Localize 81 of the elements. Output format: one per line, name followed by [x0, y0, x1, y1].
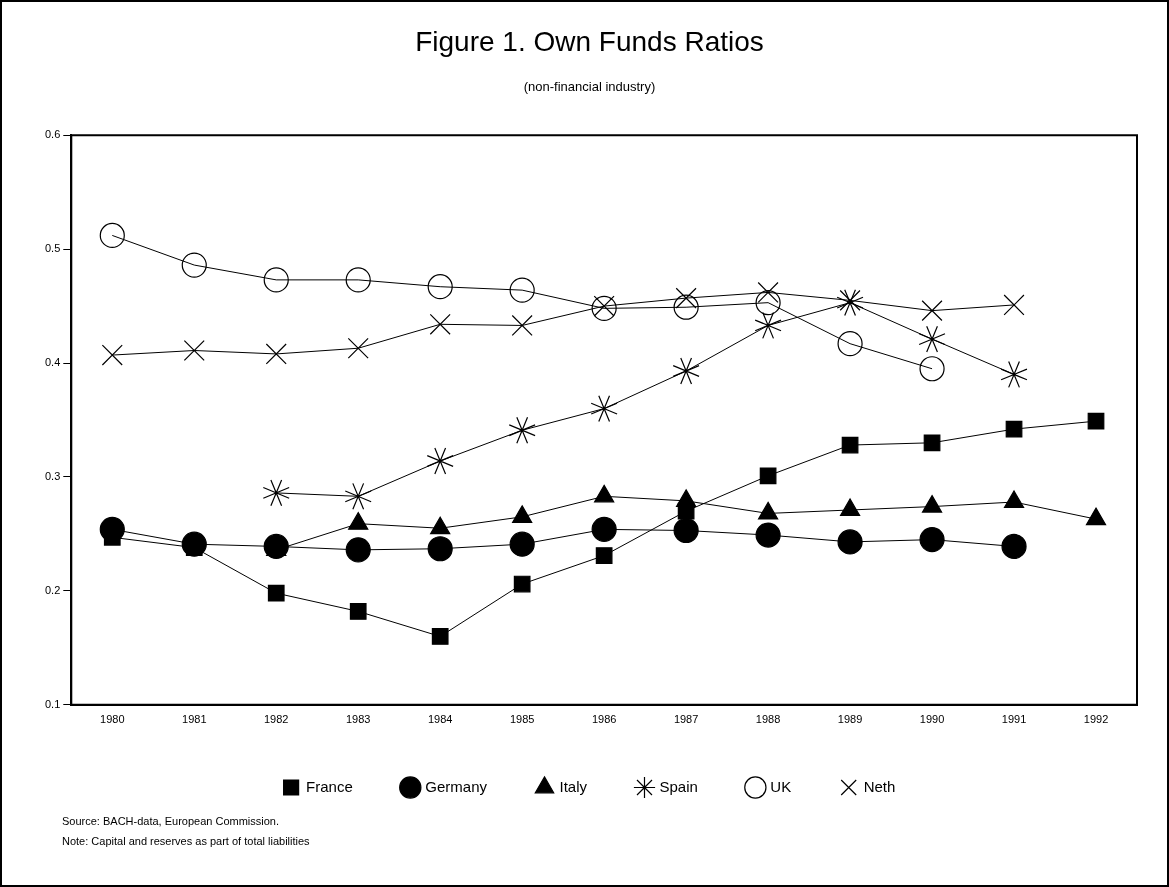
- point: [675, 287, 697, 309]
- point: [509, 531, 535, 557]
- point: [757, 281, 779, 303]
- point: [919, 527, 945, 553]
- x-tick-label: 1983: [345, 713, 371, 726]
- point: [836, 289, 864, 317]
- x-tick-label: 1991: [1001, 713, 1027, 726]
- point: [426, 447, 454, 475]
- point: [99, 222, 125, 249]
- legend-label: Italy: [559, 777, 588, 795]
- x-tick-label: 1982: [263, 713, 289, 726]
- x-tick-label: 1981: [182, 713, 207, 726]
- point: [921, 300, 943, 322]
- point: [837, 529, 863, 555]
- point: [672, 357, 700, 385]
- point: [347, 337, 369, 359]
- y-tick-label: 0.4: [44, 356, 61, 369]
- point: [595, 547, 613, 564]
- x-tick-label: 1985: [509, 713, 535, 726]
- point: [590, 395, 618, 423]
- y-tick-label: 0.3: [44, 469, 61, 482]
- legend-label: UK: [770, 777, 792, 795]
- point: [349, 603, 367, 620]
- x-tick-label: 1987: [673, 713, 699, 726]
- point: [754, 311, 782, 339]
- point: [267, 584, 285, 602]
- point: [265, 343, 287, 365]
- point: [841, 436, 859, 454]
- point: [759, 467, 777, 485]
- point: [429, 313, 451, 335]
- point: [673, 517, 699, 544]
- legend-label: Germany: [425, 777, 488, 795]
- point: [919, 356, 945, 382]
- x-tick-label: 1980: [100, 713, 125, 726]
- x-tick-label: 1986: [591, 713, 617, 726]
- point: [755, 290, 781, 316]
- point: [431, 628, 449, 645]
- chart-subtitle: (non-financial industry): [523, 78, 656, 94]
- point: [1001, 533, 1027, 560]
- point: [427, 536, 453, 562]
- point: [263, 267, 289, 293]
- y-tick-label: 0.6: [44, 128, 61, 141]
- point: [1000, 360, 1028, 388]
- point: [181, 252, 207, 278]
- point: [427, 274, 453, 300]
- point: [513, 575, 531, 593]
- point: [345, 267, 371, 293]
- point: [509, 277, 535, 303]
- legend-label: Spain: [659, 777, 698, 795]
- point: [839, 289, 861, 311]
- y-tick-label: 0.5: [44, 242, 61, 255]
- text: Note: Capital and reserves as part of total liabilities: [62, 835, 311, 847]
- point: [344, 482, 372, 510]
- point: [755, 522, 781, 548]
- point: [837, 331, 863, 357]
- point: [918, 325, 946, 353]
- point: [99, 516, 125, 542]
- point: [923, 434, 941, 452]
- y-tick-label: 0.2: [44, 583, 61, 596]
- x-tick-label: 1989: [837, 713, 863, 726]
- point: [1003, 294, 1025, 316]
- point: [508, 416, 536, 444]
- source-note: Source: BACH-data, European Commission.: [62, 815, 280, 827]
- point: [183, 340, 205, 362]
- point: [1005, 420, 1023, 438]
- point: [181, 531, 207, 557]
- x-tick-label: 1988: [755, 713, 781, 726]
- point: [101, 344, 123, 366]
- point: [591, 516, 617, 542]
- x-tick-label: 1992: [1083, 713, 1109, 726]
- x-tick-label: 1990: [919, 713, 945, 726]
- x-tick-label: 1984: [427, 713, 453, 726]
- point: [345, 537, 371, 563]
- legend-label: Neth: [863, 777, 896, 795]
- chart-title: Figure 1. Own Funds Ratios: [415, 25, 764, 57]
- y-tick-label: 0.1: [44, 697, 61, 710]
- point: [511, 314, 533, 336]
- point: [1087, 412, 1105, 430]
- point: [673, 294, 699, 320]
- point: [262, 479, 290, 507]
- legend-label: France: [306, 777, 353, 795]
